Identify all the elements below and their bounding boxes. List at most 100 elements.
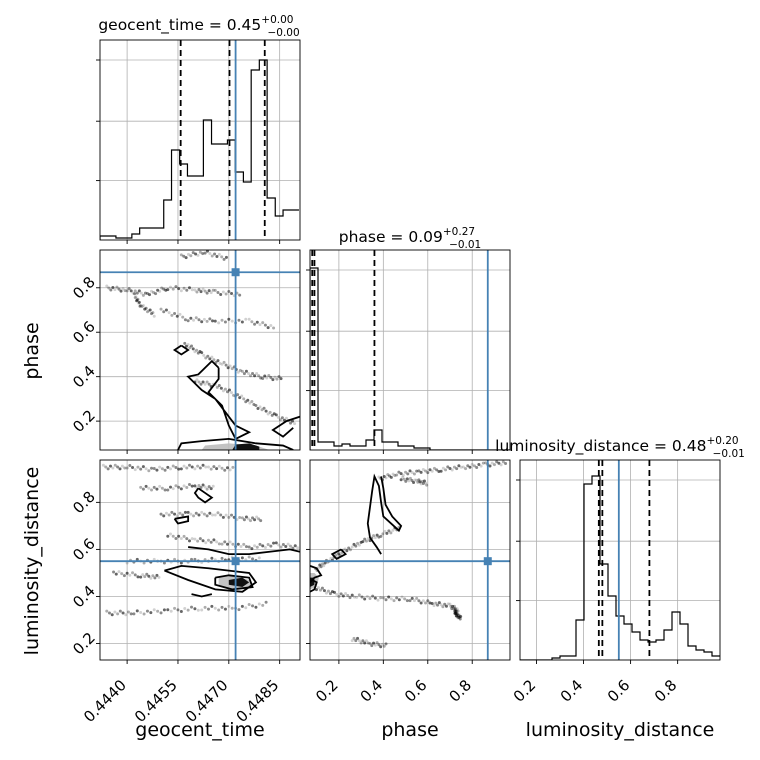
truth-marker-j2 bbox=[483, 557, 492, 566]
sample-point-j0-2-2-0 bbox=[220, 362, 224, 366]
sample-point-j0-2-0-1 bbox=[184, 344, 188, 348]
sample-point-j1-3-4-4 bbox=[284, 545, 288, 549]
sample-point-j1-5-1-2 bbox=[139, 610, 143, 614]
sample-point-j2-1-2-6 bbox=[348, 548, 352, 552]
sample-point-j0-4-1-2 bbox=[137, 300, 141, 304]
sample-point-j2-1-1-3 bbox=[372, 534, 376, 538]
sample-point-j1-1-0-3 bbox=[147, 486, 151, 490]
sample-point-j2-1-2-4 bbox=[352, 542, 356, 546]
sample-point-j2-2-2-4 bbox=[365, 595, 369, 599]
sample-point-j0-4-0-8 bbox=[141, 304, 145, 308]
sample-point-j0-2-2-1 bbox=[222, 360, 226, 364]
sample-point-j0-1-3-9 bbox=[272, 326, 276, 330]
sample-point-j2-2-3-1 bbox=[384, 598, 388, 602]
sample-point-j1-3-4-1 bbox=[277, 543, 281, 547]
sample-point-j1-2-2-5 bbox=[227, 515, 231, 519]
sample-point-j2-1-0-4 bbox=[389, 531, 393, 535]
sample-point-j0-3-3-1 bbox=[256, 406, 260, 410]
ytick-label-luminosity_distance-2: 0.6 bbox=[69, 535, 99, 565]
sample-point-j1-5-4-4 bbox=[247, 603, 251, 607]
sample-point-j1-3-1-8 bbox=[215, 540, 219, 544]
sample-point-j0-4-0-7 bbox=[143, 307, 147, 311]
sample-point-j0-2-0-4 bbox=[190, 344, 194, 348]
sample-point-j2-0-2-5 bbox=[428, 468, 432, 472]
xtick-label-luminosity_distance-3: 0.8 bbox=[651, 676, 681, 706]
sample-point-j1-2-3-2 bbox=[244, 515, 248, 519]
sample-point-j0-1-0-8 bbox=[181, 315, 185, 319]
sample-point-j0-3-0-1 bbox=[195, 378, 199, 382]
sample-point-j1-2-3-3 bbox=[246, 517, 250, 521]
sample-point-j2-1-2-1 bbox=[357, 543, 361, 547]
sample-point-j1-2-1-6 bbox=[202, 512, 206, 516]
sample-point-j2-2-1-4 bbox=[341, 594, 345, 598]
sample-point-j2-4-0-6 bbox=[361, 639, 365, 643]
sample-point-j0-0-1-0 bbox=[125, 289, 129, 293]
sample-point-j1-2-0-8 bbox=[181, 513, 185, 517]
sample-point-j0-0-3-4 bbox=[177, 287, 181, 291]
sample-point-j2-3-1-6 bbox=[421, 481, 425, 485]
sample-point-j0-1-2-8 bbox=[240, 320, 244, 324]
sample-point-j1-0-0-8 bbox=[120, 464, 124, 468]
sample-point-j0-0-0-0 bbox=[105, 284, 109, 288]
sample-point-j2-4-0-2 bbox=[354, 639, 358, 643]
sample-point-j2-2-0-8 bbox=[328, 592, 332, 596]
sample-point-j0-1-1-0 bbox=[186, 319, 190, 323]
sample-point-j0-2-0-7 bbox=[195, 348, 199, 352]
ytick-label-phase-3: 0.8 bbox=[69, 273, 99, 303]
sample-point-j2-1-0-8 bbox=[381, 532, 385, 536]
sample-point-j2-0-5-5 bbox=[495, 460, 499, 464]
sample-point-j0-5-1-0 bbox=[203, 251, 207, 255]
sample-point-j1-6-0-4 bbox=[122, 574, 126, 578]
sample-point-j1-5-4-5 bbox=[251, 604, 255, 608]
sample-point-j2-4-1-5 bbox=[377, 643, 381, 647]
sample-point-j0-0-2-3 bbox=[152, 290, 156, 294]
sample-point-j1-6-1-9 bbox=[157, 575, 161, 579]
sample-point-j1-0-0-1 bbox=[104, 465, 108, 469]
sample-point-j0-2-3-4 bbox=[249, 374, 253, 378]
marginal-geocent-time-plot bbox=[96, 39, 301, 244]
sample-point-j1-5-3-0 bbox=[200, 608, 204, 612]
sample-point-j0-1-2-0 bbox=[213, 319, 217, 323]
sample-point-j2-2-6-6 bbox=[453, 607, 457, 611]
frame-m0 bbox=[99, 39, 301, 241]
sample-point-j0-2-1-1 bbox=[202, 353, 206, 357]
sample-point-j1-5-0-0 bbox=[105, 609, 109, 613]
sample-point-j1-4-2-0 bbox=[193, 557, 197, 561]
sample-point-j0-5-0-6 bbox=[194, 252, 198, 256]
sample-point-j2-1-0-3 bbox=[391, 528, 395, 532]
contour-line-j2-1 bbox=[310, 565, 323, 583]
sample-point-j0-3-3-8 bbox=[270, 413, 274, 417]
xtick-label-luminosity_distance-1: 0.4 bbox=[557, 676, 587, 706]
sample-point-j0-2-3-8 bbox=[257, 374, 261, 378]
sample-point-j1-0-0-7 bbox=[118, 467, 122, 471]
sample-point-j1-2-1-4 bbox=[197, 513, 201, 517]
sample-point-j2-2-3-5 bbox=[395, 596, 399, 600]
sample-point-j1-5-4-9 bbox=[264, 600, 268, 604]
sample-point-j2-2-3-3 bbox=[389, 597, 393, 601]
sample-point-j2-0-5-9 bbox=[504, 461, 508, 465]
sample-point-j2-2-5-0 bbox=[430, 602, 434, 606]
sample-point-j0-1-0-9 bbox=[183, 318, 187, 322]
sample-point-j1-1-1-7 bbox=[185, 485, 189, 489]
sample-point-j2-3-0-8 bbox=[412, 481, 416, 485]
sample-point-j0-0-1-2 bbox=[129, 289, 133, 293]
sample-point-j0-1-1-1 bbox=[189, 316, 193, 320]
sample-point-j0-2-4-6 bbox=[273, 375, 277, 379]
panel-luminosity-distance-marginal: luminosity_distance = 0.48+0.20 −0.01 bbox=[495, 435, 745, 664]
sample-point-j2-1-4-6 bbox=[318, 563, 322, 567]
sample-point-j1-2-1-1 bbox=[189, 512, 193, 516]
sample-point-j2-0-5-3 bbox=[490, 461, 494, 465]
sample-point-j0-5-1-6 bbox=[217, 252, 221, 256]
sample-point-j1-5-1-7 bbox=[156, 609, 160, 613]
sample-point-j1-1-1-1 bbox=[169, 485, 173, 489]
sample-point-j1-3-3-4 bbox=[258, 542, 262, 546]
sample-point-j1-0-0-4 bbox=[111, 466, 115, 470]
sample-point-j1-6-0-1 bbox=[114, 572, 118, 576]
sample-point-j1-2-0-2 bbox=[164, 511, 168, 515]
sample-point-j1-3-3-7 bbox=[266, 543, 270, 547]
sample-point-j0-3-1-1 bbox=[215, 385, 219, 389]
sample-point-j2-0-2-9 bbox=[437, 469, 441, 473]
sample-point-j1-0-4-2 bbox=[212, 465, 216, 469]
sample-point-j0-3-4-5 bbox=[284, 416, 288, 420]
sample-point-j2-2-4-8 bbox=[426, 599, 430, 603]
